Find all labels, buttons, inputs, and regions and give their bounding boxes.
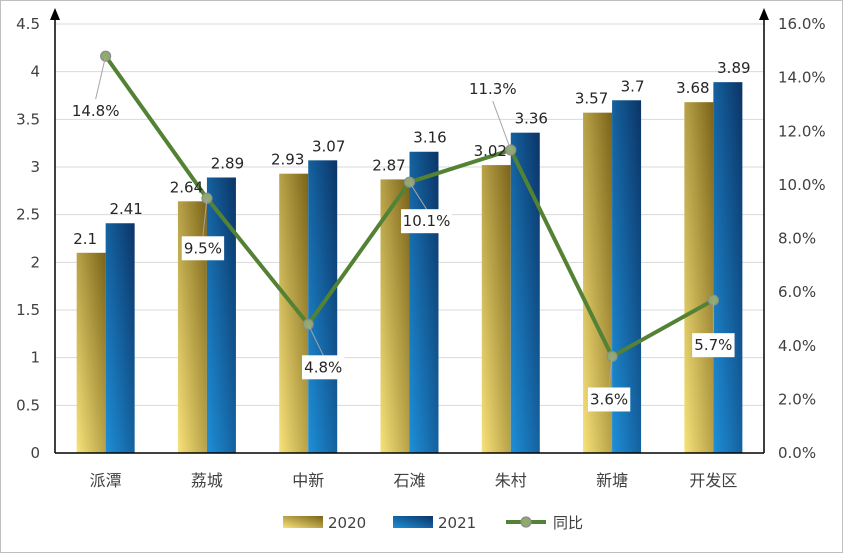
bar-value-label: 3.36 (515, 110, 548, 128)
left-tick-label: 2.5 (16, 206, 40, 224)
bar-value-label: 3.68 (676, 79, 709, 97)
yoy-label-box (181, 236, 225, 261)
right-tick-label: 6.0% (778, 283, 816, 301)
bar-value-label: 3.57 (575, 90, 608, 108)
bar-value-label: 2.93 (271, 151, 304, 169)
bar-value-label: 3.7 (621, 77, 645, 95)
left-axis-arrow (50, 8, 60, 20)
legend-line-marker (520, 516, 532, 528)
category-label: 中新 (292, 471, 324, 490)
yoy-label-box (587, 387, 631, 412)
category-label: 石滩 (393, 471, 425, 490)
left-tick-label: 1 (30, 349, 40, 367)
legend-swatch-2021 (393, 516, 433, 528)
legend: 2020 2021 同比 (283, 514, 583, 532)
category-label: 新塘 (596, 471, 628, 490)
leader-line (202, 198, 208, 237)
bar-2021 (409, 151, 439, 453)
right-tick-label: 4.0% (778, 337, 816, 355)
left-tick-label: 4.5 (16, 15, 40, 33)
bar-value-label: 2.89 (211, 154, 244, 172)
legend-label: 同比 (553, 514, 583, 532)
yoy-value-label: 14.8% (72, 102, 120, 120)
bar-2021 (713, 82, 743, 454)
category-label: 朱村 (495, 471, 527, 490)
yoy-value-label: 9.5% (184, 239, 222, 257)
right-tick-label: 14.0% (778, 69, 826, 87)
yoy-value-label: 3.6% (590, 390, 628, 408)
left-tick-label: 3 (30, 158, 40, 176)
bar-value-label: 3.07 (312, 137, 345, 155)
yoy-value-label: 4.8% (304, 358, 342, 376)
leader-line (307, 324, 324, 356)
legend-label: 2021 (438, 514, 476, 532)
yoy-value-label: 5.7% (694, 336, 732, 354)
data-labels: 2.1 2.41 2.64 2.89 2.93 3.07 2.87 3.16 3.02 3.36 3… (72, 56, 751, 412)
left-tick-label: 0 (30, 444, 40, 462)
bar-value-label: 2.1 (73, 230, 97, 248)
leader-line (608, 356, 613, 388)
bar-value-label: 3.89 (717, 59, 750, 77)
right-tick-label: 16.0% (778, 15, 826, 33)
left-tick-label: 0.5 (16, 396, 40, 414)
category-label: 派潭 (90, 471, 122, 490)
bar-2020 (684, 102, 714, 453)
bar-value-label: 2.87 (372, 156, 405, 174)
right-tick-label: 10.0% (778, 176, 826, 194)
leader-line (95, 56, 107, 100)
bar-value-label: 2.64 (170, 178, 203, 196)
right-tick-label: 2.0% (778, 390, 816, 408)
yoy-value-label: 10.1% (403, 212, 451, 230)
yoy-label-box (401, 209, 452, 234)
legend-label: 2020 (328, 514, 366, 532)
bars (76, 82, 743, 454)
right-tick-label: 12.0% (778, 122, 826, 140)
leader-line (409, 181, 427, 210)
bar-value-label: 3.16 (413, 129, 446, 147)
axes: 0 0.5 1 1.5 2 2.5 3 3.5 4 4.5 0.0% 2.0% 4.0% 6.0% 8.0%… (16, 8, 826, 490)
leader-line (492, 100, 512, 151)
bar-2020 (481, 165, 511, 454)
right-tick-label: 0.0% (778, 444, 816, 462)
legend-swatch-2020 (283, 516, 323, 528)
bar-value-label: 2.41 (109, 200, 142, 218)
left-tick-label: 1.5 (16, 301, 40, 319)
left-tick-label: 4 (30, 63, 40, 81)
bar-2020 (279, 173, 309, 453)
bar-value-label: 3.02 (474, 142, 507, 160)
category-label: 开发区 (689, 471, 737, 490)
right-axis-arrow (759, 8, 769, 20)
left-tick-label: 2 (30, 253, 40, 271)
bar-2021 (105, 223, 135, 453)
right-tick-label: 8.0% (778, 230, 816, 248)
category-label: 荔城 (191, 471, 223, 490)
bar-2020 (76, 252, 106, 453)
yoy-label-box (692, 333, 735, 358)
yoy-label-box (302, 355, 345, 380)
left-tick-label: 3.5 (16, 110, 40, 128)
yoy-value-label: 11.3% (469, 80, 517, 98)
bar-2021 (206, 177, 236, 453)
bar-2021 (510, 132, 540, 453)
